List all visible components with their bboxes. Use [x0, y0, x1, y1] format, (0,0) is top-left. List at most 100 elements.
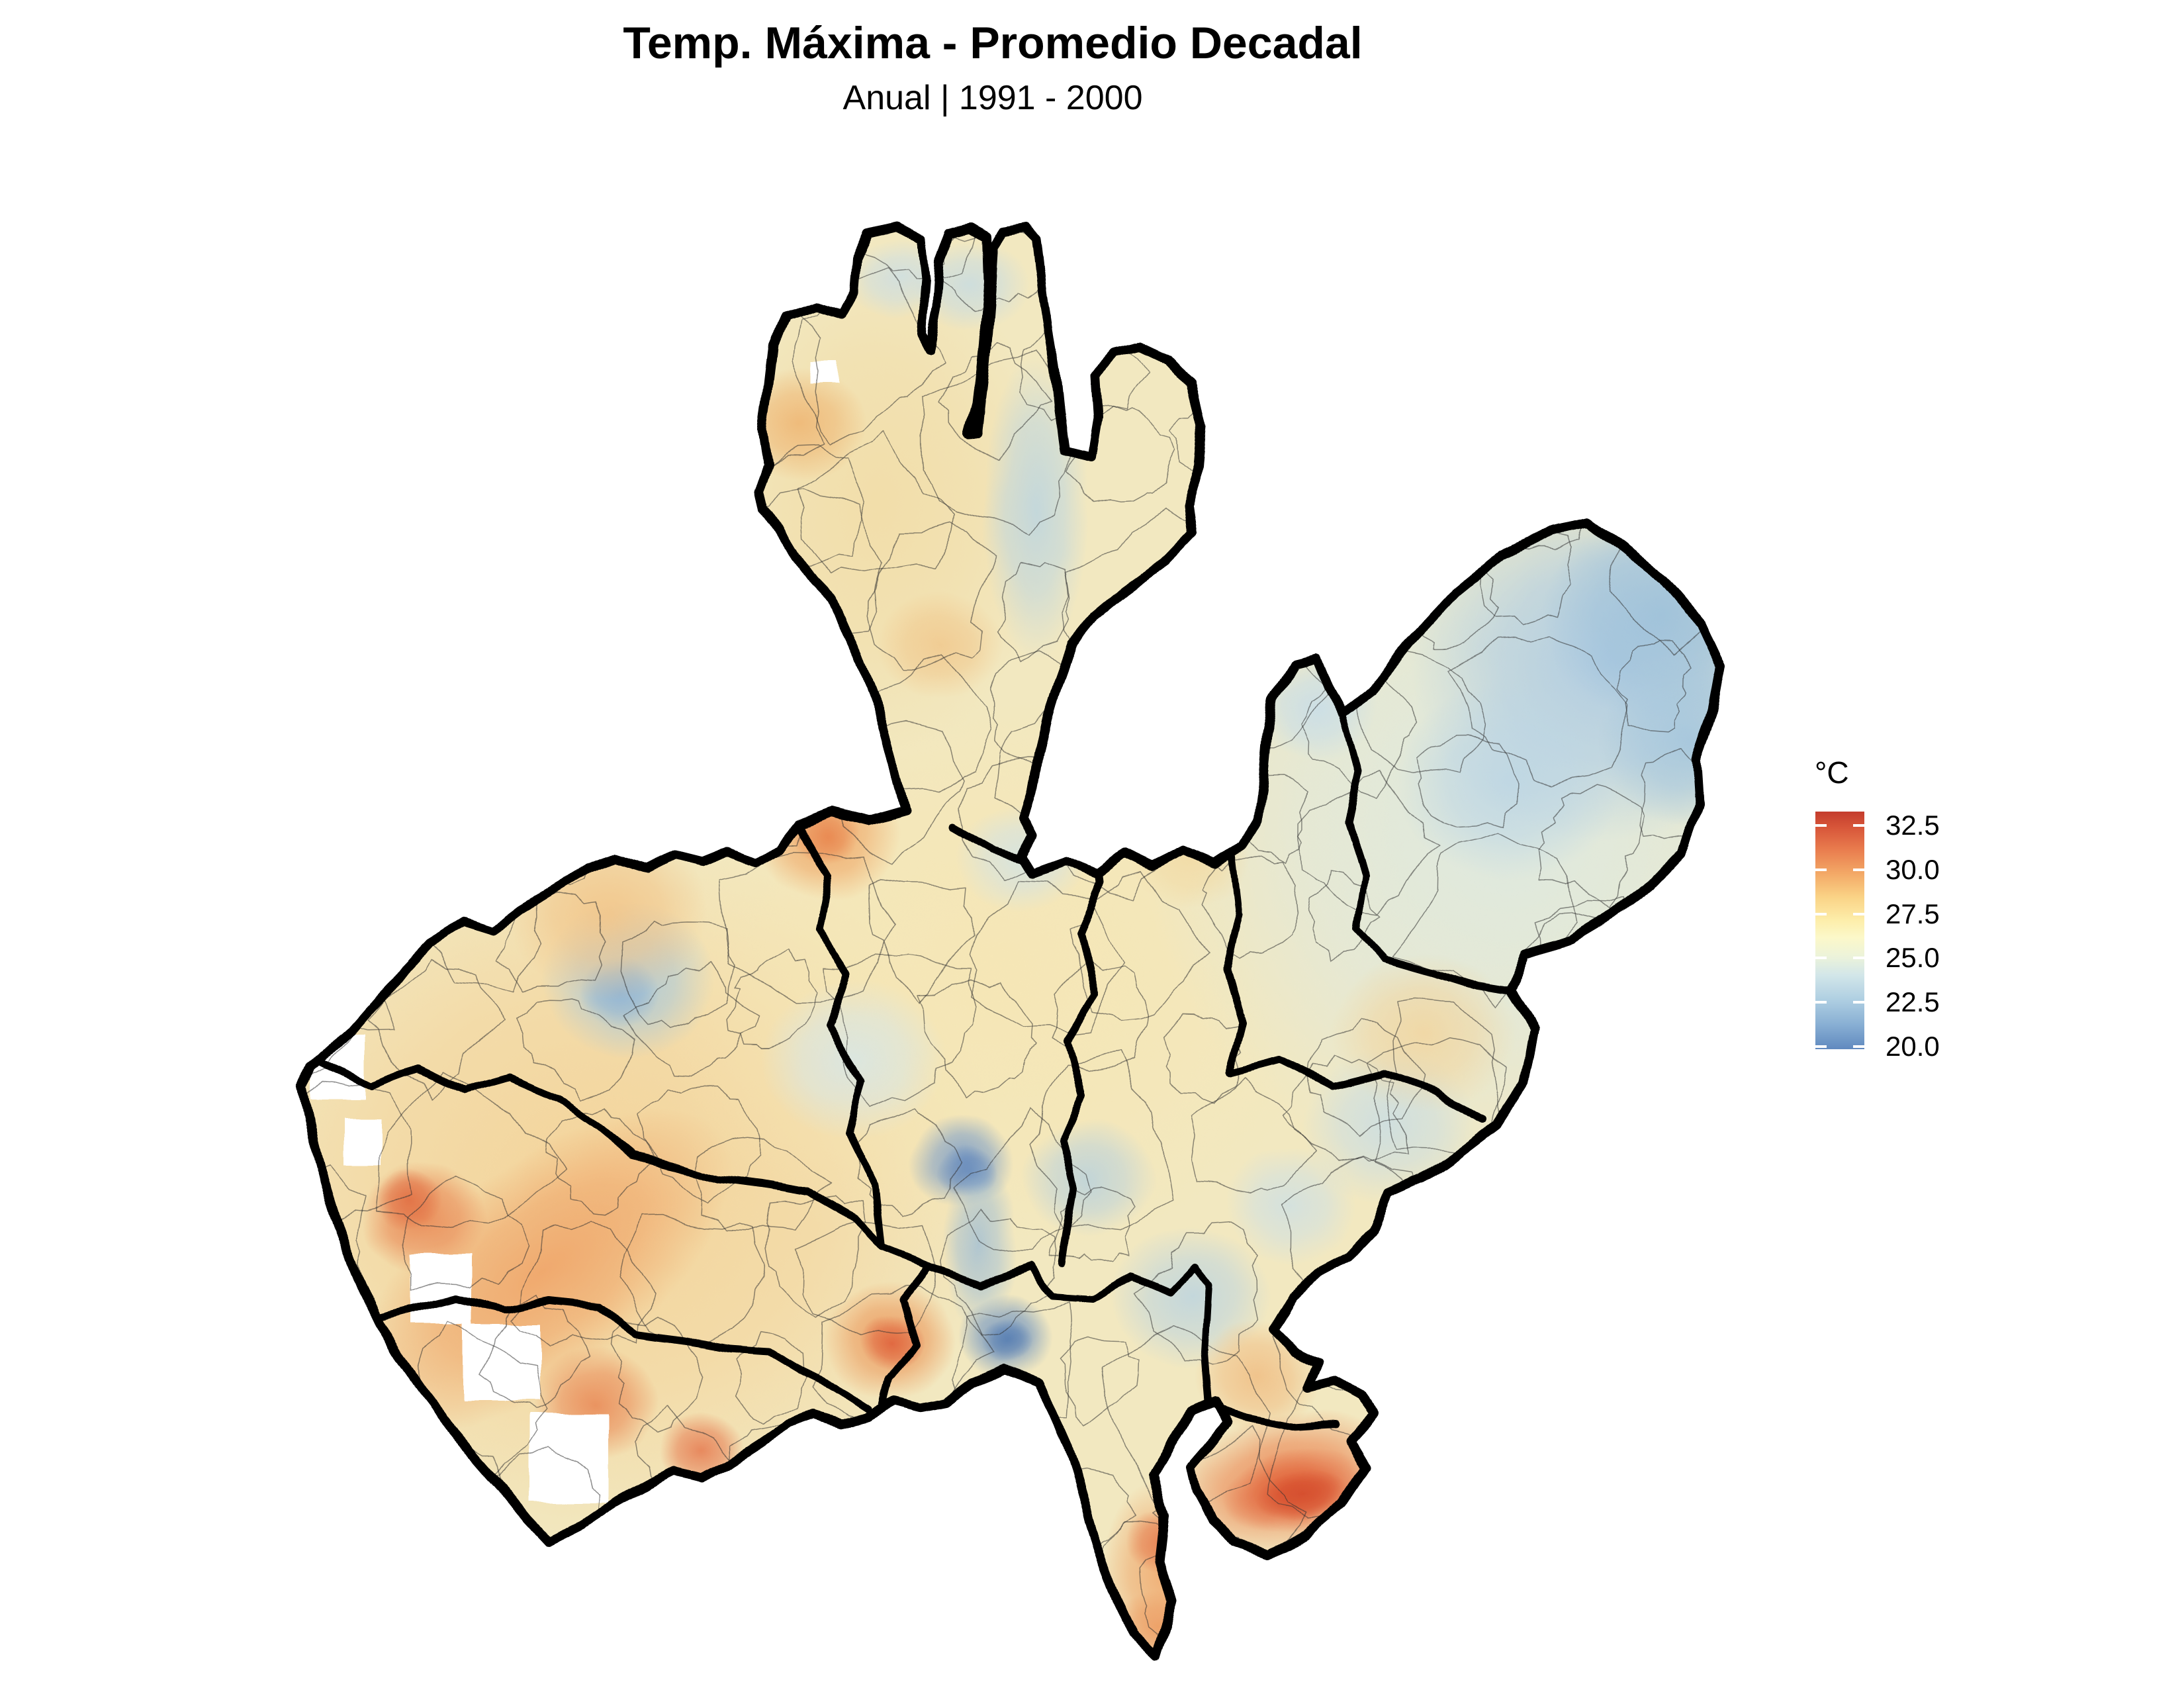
municipal-boundary-line [1307, 868, 1381, 961]
municipal-boundary-line [1592, 226, 1717, 291]
legend-tick-mark [1853, 824, 1864, 827]
municipal-boundary-line [796, 429, 956, 576]
municipal-boundary-line [479, 1294, 592, 1409]
municipal-boundary-line [623, 961, 758, 1077]
map-layers [185, 128, 1880, 1688]
municipal-boundary-line [605, 520, 702, 616]
municipal-boundary-line [952, 1107, 1093, 1253]
municipal-boundary-line [375, 1071, 568, 1230]
legend-tick-mark [1853, 913, 1864, 915]
municipal-boundary-line [1052, 961, 1149, 1071]
municipal-boundary-line [822, 1541, 952, 1656]
municipal-boundary-line [995, 562, 1071, 664]
municipal-boundary-line [1416, 732, 1520, 829]
municipal-boundary-line [713, 1515, 845, 1638]
municipal-boundary-line [1520, 329, 1596, 427]
municipal-boundary-line [763, 670, 868, 771]
municipal-boundary-line [465, 784, 589, 888]
municipal-boundary-line [735, 1331, 807, 1424]
municipal-boundary-line [614, 608, 783, 761]
municipal-boundary-line [1164, 1014, 1241, 1104]
municipal-boundary-line [1363, 318, 1475, 420]
legend-colorbar [1815, 812, 1864, 1049]
page-title: Temp. Máxima - Promedio Decadal [623, 18, 1363, 68]
municipal-boundary-line [302, 1417, 387, 1532]
municipal-boundary-line [1610, 455, 1721, 655]
region-boundaries [316, 710, 1514, 1431]
municipal-boundary-line [1623, 448, 1721, 543]
municipal-boundary-line [1068, 226, 1205, 286]
legend-title: °C [1815, 755, 1849, 790]
municipal-boundary-line [1537, 784, 1645, 911]
municipal-boundary-line [302, 521, 364, 599]
municipal-boundary-line [1479, 528, 1573, 624]
municipal-boundary-line [1273, 524, 1418, 674]
municipal-boundary-line [1655, 1028, 1721, 1133]
municipal-boundary-line [394, 724, 516, 851]
municipal-boundary-line [1060, 633, 1205, 771]
legend-label: 20.0 [1886, 1031, 1940, 1062]
municipal-boundary-line [866, 522, 997, 671]
municipal-boundary-line [1297, 770, 1441, 914]
municipal-boundary-line [1406, 1551, 1498, 1629]
municipal-boundary-line [302, 787, 388, 907]
municipal-boundary-line [422, 624, 543, 741]
municipal-boundary-line [1351, 440, 1478, 554]
municipal-boundary-line [961, 1527, 1095, 1656]
legend-tick-mark [1853, 1045, 1864, 1048]
municipal-boundary-line [366, 957, 506, 1101]
municipal-boundary-line [960, 1421, 1077, 1523]
municipal-boundary-line [1059, 1336, 1138, 1427]
municipal-boundary-line [1638, 1319, 1721, 1419]
legend-label: 30.0 [1886, 854, 1940, 885]
municipal-boundary-line [1258, 411, 1364, 542]
municipal-boundary-line [1201, 855, 1298, 957]
title-block: Temp. Máxima - Promedio Decadal Anual | … [0, 17, 1985, 118]
municipal-boundary-line [302, 226, 351, 312]
legend-label: 27.5 [1886, 898, 1940, 929]
legend-tick-mark [1815, 913, 1827, 915]
municipal-boundary-line [599, 322, 690, 399]
municipal-boundary-line [1393, 1329, 1516, 1452]
municipal-boundary-line [684, 226, 852, 318]
municipal-boundary-line [1592, 263, 1714, 402]
legend-tick-mark [1853, 957, 1864, 959]
municipal-boundary-line [490, 281, 591, 396]
legend-tick-mark [1815, 868, 1827, 871]
municipal-boundary-line [302, 1561, 428, 1656]
legend-label: 32.5 [1886, 810, 1940, 841]
municipal-boundary-line [940, 342, 1052, 461]
municipal-boundary-line [484, 378, 617, 486]
municipal-boundary-line [588, 408, 727, 583]
legend-tick-mark [1853, 1001, 1864, 1004]
municipal-boundary-line [823, 955, 976, 1108]
municipal-boundary-line [1645, 1078, 1721, 1170]
municipal-boundary-line [402, 381, 500, 503]
municipal-boundary-line [545, 1107, 655, 1216]
municipal-boundary-line [765, 1197, 866, 1319]
municipal-boundary-line [563, 1564, 696, 1656]
municipal-boundary-line [1240, 226, 1371, 320]
municipal-boundary-line [1520, 913, 1651, 1064]
municipal-boundary-line [1521, 1190, 1634, 1307]
municipal-boundary-line [302, 322, 390, 436]
municipal-boundary-line [308, 327, 515, 463]
municipal-boundary-line [361, 575, 445, 671]
municipal-boundary-line [481, 559, 646, 704]
legend-tick-mark [1815, 1001, 1827, 1004]
municipal-boundary-line [694, 1137, 833, 1231]
municipal-boundary-line [794, 1221, 936, 1337]
municipal-boundary-line [559, 738, 684, 857]
municipal-boundary-line [1030, 1051, 1172, 1233]
municipal-boundary-line [1394, 226, 1482, 263]
municipal-boundary-line [302, 437, 392, 537]
municipal-boundary-line [858, 1421, 958, 1513]
municipal-boundary-line [1616, 641, 1691, 735]
municipal-boundary-line [1177, 226, 1314, 370]
municipal-boundary-line [969, 878, 1123, 1034]
legend: °C 32.5 30.0 27.5 25.0 22.5 20.0 [1813, 755, 2038, 1086]
municipal-boundary-line [917, 980, 1038, 1098]
municipal-boundary-line [1185, 280, 1292, 379]
